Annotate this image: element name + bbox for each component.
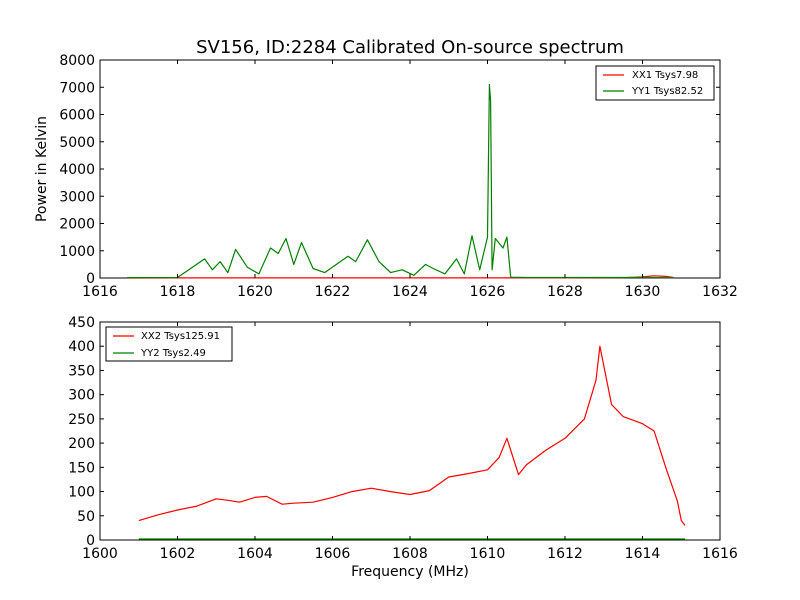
top-x-tick-label: 1616 — [82, 284, 118, 300]
top-x-tick-label: 1630 — [625, 284, 661, 300]
bottom-y-tick-label: 400 — [68, 339, 95, 355]
top-x-tick-label: 1628 — [547, 284, 583, 300]
legend-label-xx1: XX1 Tsys7.98 — [632, 70, 698, 81]
bottom-y-tick-label: 450 — [68, 315, 95, 331]
top-y-axis-label: Power in Kelvin — [34, 116, 50, 222]
top-x-tick-label: 1620 — [237, 284, 273, 300]
bottom-y-ticks: 0 50 100 150 200 250 300 350 400 450 — [68, 315, 720, 549]
top-y-tick-label: 2000 — [59, 217, 95, 233]
top-x-tick-label: 1618 — [160, 284, 196, 300]
top-x-tick-label: 1632 — [702, 284, 738, 300]
legend-label-yy2: YY2 Tsys2.49 — [140, 348, 206, 359]
bottom-y-tick-label: 0 — [86, 533, 95, 549]
bottom-x-tick-label: 1604 — [237, 546, 273, 562]
bottom-x-tick-label: 1610 — [470, 546, 506, 562]
top-x-tick-label: 1624 — [392, 284, 428, 300]
top-y-tick-label: 6000 — [59, 108, 95, 124]
top-y-tick-label: 5000 — [59, 135, 95, 151]
chart-title: SV156, ID:2284 Calibrated On-source spec… — [196, 37, 624, 58]
bottom-series-layer — [138, 345, 686, 540]
bottom-y-tick-label: 250 — [68, 412, 95, 428]
bottom-x-tick-label: 1602 — [160, 546, 196, 562]
bottom-y-tick-label: 150 — [68, 460, 95, 476]
top-x-tick-label: 1622 — [315, 284, 351, 300]
bottom-x-tick-label: 1614 — [625, 546, 661, 562]
bottom-legend: XX2 Tsys125.91 YY2 Tsys2.49 — [105, 326, 233, 362]
top-series-layer — [127, 83, 674, 279]
top-y-tick-label: 1000 — [59, 244, 95, 260]
top-y-ticks: 0 1000 2000 3000 4000 5000 6000 7000 8000 — [59, 53, 720, 287]
bottom-x-tick-label: 1608 — [392, 546, 428, 562]
top-legend-box — [595, 65, 715, 101]
top-y-tick-label: 0 — [86, 271, 95, 287]
bottom-x-tick-label: 1600 — [82, 546, 118, 562]
bottom-legend-box — [105, 326, 233, 362]
top-legend: XX1 Tsys7.98 YY1 Tsys82.52 — [595, 65, 715, 101]
bottom-y-tick-label: 300 — [68, 388, 95, 404]
top-series-line-2 — [127, 83, 674, 279]
bottom-series-line-1 — [138, 345, 686, 526]
top-x-tick-label: 1626 — [470, 284, 506, 300]
bottom-y-tick-label: 50 — [77, 509, 95, 525]
top-x-ticks: 1616 1618 1620 1622 1624 1626 1628 1630 1632 — [82, 60, 738, 300]
legend-label-yy1: YY1 Tsys82.52 — [631, 86, 703, 97]
top-y-tick-label: 4000 — [59, 162, 95, 178]
bottom-x-tick-label: 1612 — [547, 546, 583, 562]
bottom-x-axis-label: Frequency (MHz) — [351, 564, 469, 580]
bottom-x-ticks: 1600 1602 1604 1606 1608 1610 1612 1614 1616 — [82, 322, 738, 562]
top-y-tick-label: 8000 — [59, 53, 95, 69]
top-y-tick-label: 3000 — [59, 189, 95, 205]
bottom-x-tick-label: 1606 — [315, 546, 351, 562]
bottom-y-tick-label: 350 — [68, 363, 95, 379]
bottom-x-tick-label: 1616 — [702, 546, 738, 562]
bottom-y-tick-label: 200 — [68, 436, 95, 452]
bottom-panel: 1600 1602 1604 1606 1608 1610 1612 1614 1616 0 50… — [68, 315, 738, 580]
bottom-y-tick-label: 100 — [68, 485, 95, 501]
top-panel: 1616 1618 1620 1622 1624 1626 1628 1630 1632 0 10… — [34, 53, 738, 300]
top-y-tick-label: 7000 — [59, 80, 95, 96]
legend-label-xx2: XX2 Tsys125.91 — [141, 331, 220, 342]
